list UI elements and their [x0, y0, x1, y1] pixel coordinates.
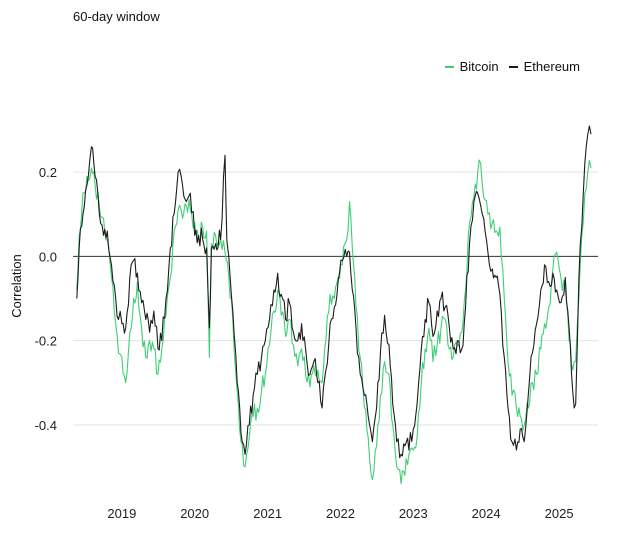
y-axis-ticks: 0.2 0.0 -0.2 -0.4	[35, 165, 57, 433]
x-tick-label: 2022	[326, 506, 355, 521]
y-tick-label: -0.4	[35, 418, 57, 433]
x-tick-label: 2025	[545, 506, 574, 521]
legend-label-bitcoin: Bitcoin	[459, 59, 499, 74]
legend-swatch-ethereum	[508, 65, 518, 68]
legend-label-ethereum: Ethereum	[523, 59, 580, 74]
series-line-ethereum	[76, 125, 592, 459]
legend-swatch-bitcoin	[444, 65, 454, 68]
legend-item-ethereum: Ethereum	[508, 59, 580, 74]
gridlines	[73, 171, 598, 426]
x-tick-label: 2023	[399, 506, 428, 521]
x-tick-label: 2024	[472, 506, 501, 521]
x-axis-ticks: 2019 2020 2021 2022 2023 2024 2025	[107, 506, 573, 521]
x-tick-label: 2019	[107, 506, 136, 521]
x-tick-label: 2021	[253, 506, 282, 521]
y-tick-label: 0.2	[39, 165, 57, 180]
y-axis-title: Correlation	[9, 254, 24, 318]
series-lines	[76, 125, 592, 485]
chart-subtitle: 60-day window	[73, 9, 160, 24]
legend: Bitcoin Ethereum	[435, 59, 580, 74]
series-line-bitcoin	[76, 159, 592, 485]
y-tick-label: -0.2	[35, 334, 57, 349]
y-tick-label: 0.0	[39, 249, 57, 264]
x-tick-label: 2020	[180, 506, 209, 521]
legend-item-bitcoin: Bitcoin	[444, 59, 499, 74]
